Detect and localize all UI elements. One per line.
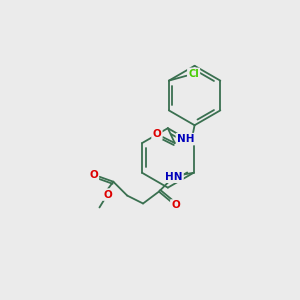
Text: Cl: Cl — [188, 69, 199, 79]
Text: O: O — [89, 170, 98, 180]
Text: O: O — [153, 129, 161, 139]
Text: O: O — [171, 200, 180, 211]
Text: NH: NH — [177, 134, 194, 144]
Text: O: O — [103, 190, 112, 200]
Text: HN: HN — [165, 172, 182, 182]
